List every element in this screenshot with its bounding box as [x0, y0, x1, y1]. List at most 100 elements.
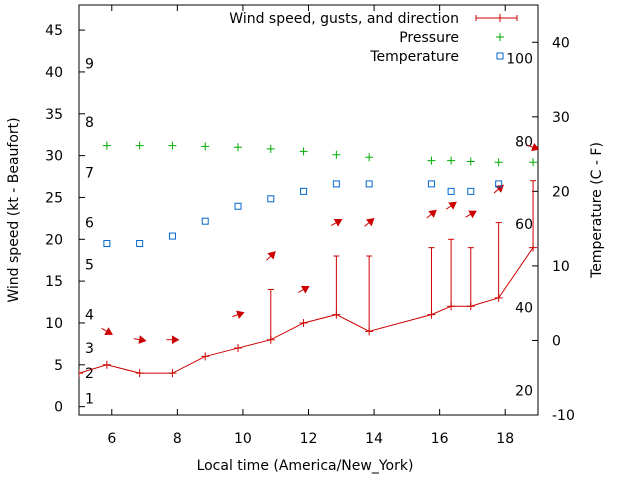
- fahrenheit-label: 40: [515, 301, 533, 317]
- x-axis-label: Local time (America/New_York): [197, 458, 414, 474]
- beaufort-label: 6: [85, 216, 94, 232]
- arrow-head: [428, 209, 437, 218]
- wind-direction-arrow: [101, 327, 113, 335]
- legend-label: Temperature: [369, 49, 459, 65]
- y-tick-label: 10: [45, 316, 63, 332]
- y-axis-label: Wind speed (kt - Beaufort): [6, 117, 22, 302]
- wind-direction-arrow: [166, 335, 180, 345]
- x-tick-label: 10: [234, 431, 252, 447]
- y-tick-label: 20: [45, 232, 63, 248]
- temperature-point: [427, 180, 435, 188]
- temperature-point: [300, 187, 308, 195]
- pressure-point: [102, 141, 111, 150]
- y-tick-label: 30: [45, 149, 63, 165]
- y-tick-label: 35: [45, 107, 63, 123]
- temperature-point: [168, 232, 176, 240]
- arrow-head: [236, 310, 245, 319]
- plot-area: [79, 141, 538, 378]
- y2-tick-label: 10: [552, 259, 570, 275]
- arrow-head: [365, 218, 375, 227]
- temperature-point: [332, 180, 340, 188]
- legend-label: Pressure: [399, 30, 459, 46]
- beaufort-label: 1: [85, 391, 94, 407]
- pressure-point: [299, 147, 308, 156]
- arrow-head: [267, 251, 276, 260]
- wind-speed-point: [234, 344, 243, 353]
- wind-direction-arrow: [426, 209, 437, 219]
- pressure-point: [365, 153, 374, 162]
- y2-tick-label: 0: [552, 333, 561, 349]
- temperature-point: [234, 202, 242, 210]
- y-tick-label: 25: [45, 190, 63, 206]
- pressure-point: [494, 158, 503, 167]
- y2-tick-label: 20: [552, 184, 570, 200]
- y-tick-label: 45: [45, 23, 63, 39]
- pressure-point: [332, 150, 341, 159]
- x-tick-label: 8: [173, 431, 182, 447]
- y-tick-label: 15: [45, 274, 63, 290]
- legend-label: Wind speed, gusts, and direction: [229, 11, 459, 27]
- temperature-point: [136, 240, 144, 248]
- beaufort-label: 7: [85, 165, 94, 181]
- beaufort-label: 2: [85, 366, 94, 382]
- beaufort-label: 8: [85, 115, 94, 131]
- temperature-point: [447, 187, 455, 195]
- y2-tick-label: -10: [552, 408, 575, 424]
- pressure-point: [135, 141, 144, 150]
- temperature-point: [365, 180, 373, 188]
- wind-speed-point: [168, 369, 177, 378]
- x-tick-label: 14: [365, 431, 383, 447]
- y-tick-label: 5: [54, 358, 63, 374]
- pressure-point: [466, 157, 475, 166]
- wind-direction-arrow: [298, 285, 310, 294]
- arrow-head: [333, 219, 343, 227]
- fahrenheit-label: 60: [515, 217, 533, 233]
- pressure-point: [234, 143, 243, 152]
- pressure-point: [266, 144, 275, 153]
- plot-frame: [78, 4, 539, 416]
- x-tick-label: 12: [300, 431, 318, 447]
- arrow-head: [448, 201, 457, 210]
- legend-marker: [496, 14, 504, 22]
- wind-direction-arrow: [232, 310, 245, 319]
- wind-direction-arrow: [364, 218, 375, 227]
- x-tick-label: 18: [496, 431, 514, 447]
- beaufort-label: 3: [85, 341, 94, 357]
- wind-direction-arrow: [465, 210, 477, 219]
- y2-tick-label: 30: [552, 110, 570, 126]
- fahrenheit-label: 20: [515, 383, 533, 399]
- wind-speed-point: [135, 369, 144, 378]
- beaufort-label: 9: [85, 57, 94, 73]
- y-tick-label: 0: [54, 400, 63, 416]
- arrow-head: [468, 210, 477, 219]
- y2-tick-label: 40: [552, 35, 570, 51]
- temperature-point: [201, 217, 209, 225]
- wind-direction-arrow: [133, 335, 147, 344]
- temperature-point: [495, 180, 503, 188]
- x-tick-label: 6: [107, 431, 116, 447]
- pressure-point: [447, 156, 456, 165]
- beaufort-label: 4: [85, 308, 94, 324]
- wind-speed-line: [79, 247, 534, 374]
- arrow-head: [104, 327, 113, 335]
- pressure-point: [427, 156, 436, 165]
- temperature-point: [103, 240, 111, 248]
- fahrenheit-label: 100: [506, 52, 533, 68]
- wind-direction-arrow: [445, 201, 457, 210]
- pressure-point: [529, 158, 538, 167]
- arrow-head: [531, 142, 538, 152]
- wind-speed-point: [102, 360, 111, 369]
- wind-speed-point: [201, 352, 210, 361]
- beaufort-label: 5: [85, 257, 94, 273]
- wind-speed-point: [79, 369, 83, 378]
- arrow-head: [171, 335, 180, 345]
- wind-direction-arrow: [266, 251, 276, 261]
- wind-direction-arrow: [330, 219, 343, 227]
- pressure-point: [201, 142, 210, 151]
- y2-axis-label: Temperature (C - F): [589, 142, 605, 279]
- legend-marker: [496, 52, 504, 60]
- wind-speed-point: [299, 318, 308, 327]
- arrow-head: [138, 335, 147, 344]
- temperature-point: [267, 195, 275, 203]
